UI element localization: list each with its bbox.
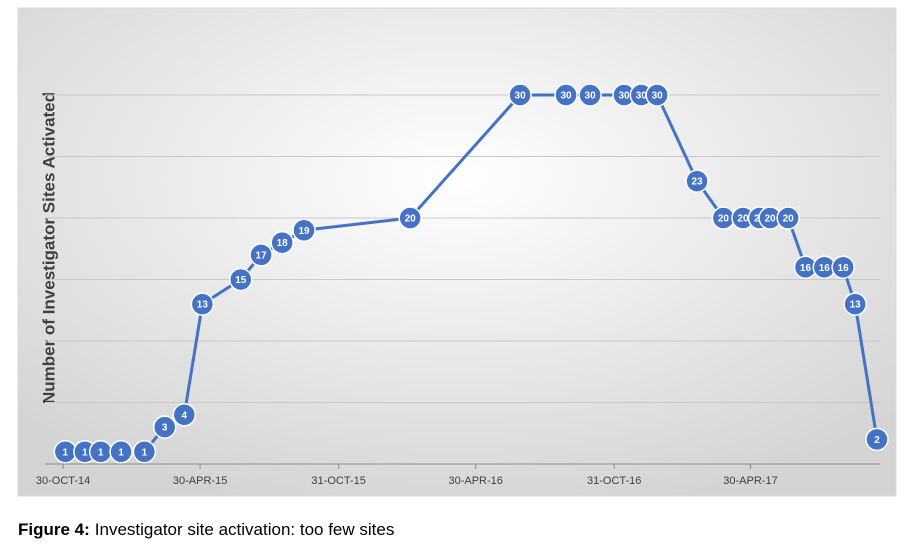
data-label: 18: [277, 238, 289, 249]
data-label: 1: [82, 447, 88, 458]
marker: [865, 427, 889, 452]
data-label: 2: [874, 435, 880, 446]
marker: [229, 267, 253, 292]
marker: [172, 403, 197, 427]
data-label: 13: [197, 300, 209, 311]
data-label: 16: [800, 263, 812, 274]
data-label: 20: [718, 214, 730, 225]
data-label: 1: [98, 447, 104, 458]
chart-area: [17, 7, 897, 497]
marker: [645, 83, 669, 107]
x-tick-label: 30-OCT-14: [36, 475, 90, 487]
data-label: 20: [405, 214, 417, 225]
data-label: 30: [515, 91, 527, 102]
data-label: 20: [737, 214, 749, 225]
x-tick-label: 30-APR-15: [173, 475, 227, 487]
data-label: 16: [819, 263, 831, 274]
marker: [578, 83, 602, 107]
data-label: 4: [182, 410, 188, 421]
data-label: 13: [850, 300, 862, 311]
data-label: 15: [235, 275, 247, 286]
data-label: 1: [63, 447, 69, 458]
marker: [270, 230, 294, 255]
marker: [249, 243, 273, 267]
data-label: 3: [162, 423, 168, 434]
x-tick-label: 31-OCT-16: [587, 475, 641, 487]
data-label: 30: [652, 91, 664, 102]
data-label: 30: [618, 91, 630, 102]
data-label: 1: [142, 447, 148, 458]
data-label: 20: [765, 214, 777, 225]
marker: [132, 439, 157, 464]
marker: [843, 292, 867, 316]
data-label: 23: [691, 177, 703, 188]
data-label: 19: [298, 226, 310, 237]
marker: [398, 206, 422, 230]
caption: Figure 4: Investigator site activation: t…: [18, 520, 394, 539]
marker: [831, 255, 855, 279]
data-label: 20: [783, 214, 795, 225]
data-label: 30: [636, 91, 648, 102]
marker: [190, 292, 215, 316]
data-label: 16: [838, 263, 850, 274]
caption-text: Investigator site activation: too few si…: [95, 520, 395, 539]
x-tick-label: 30-APR-17: [723, 475, 777, 487]
x-tick-label: 31-OCT-15: [311, 475, 365, 487]
data-label: 1: [118, 447, 124, 458]
data-label: 30: [560, 91, 572, 102]
marker: [292, 218, 316, 243]
marker: [508, 83, 532, 107]
caption-label: Figure 4:: [18, 520, 90, 539]
marker: [685, 169, 709, 193]
marker: [109, 439, 133, 464]
x-tick-label: 30-APR-16: [448, 475, 502, 487]
y-axis-title: Number of Investigator Sites Activated: [39, 92, 58, 404]
marker: [554, 83, 578, 107]
data-label: 30: [585, 91, 597, 102]
data-label: 17: [256, 251, 268, 262]
marker: [152, 415, 177, 439]
marker: [776, 206, 800, 230]
